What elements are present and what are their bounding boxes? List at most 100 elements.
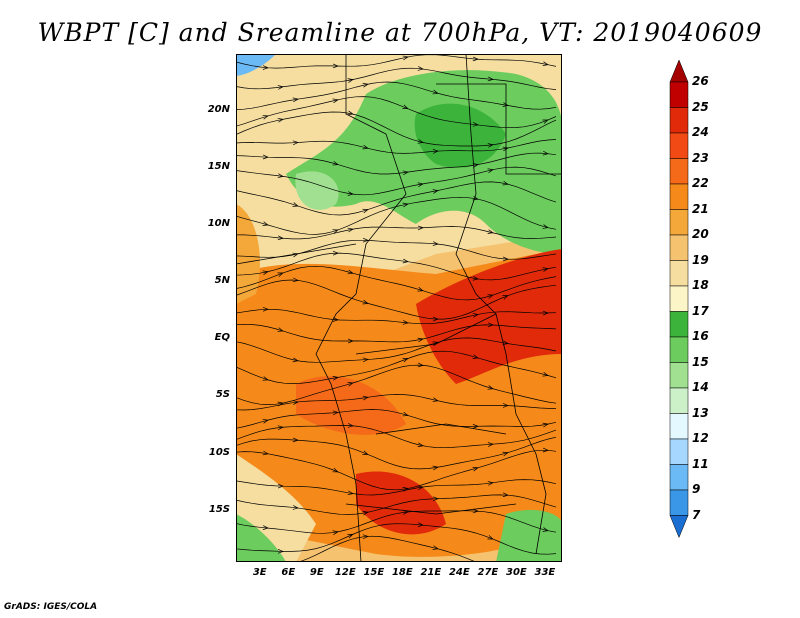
- streamline-arrow: [362, 357, 369, 363]
- colorbar-label: 9: [692, 482, 701, 496]
- streamline-arrow: [262, 450, 269, 456]
- streamline-arrow: [277, 235, 284, 241]
- streamline-arrow: [502, 180, 509, 186]
- streamline-arrow: [362, 395, 369, 401]
- streamline-arrow: [502, 295, 509, 300]
- field-red: [416, 249, 562, 384]
- streamline-arrow: [362, 237, 369, 243]
- streamline-arrow: [347, 533, 354, 539]
- streamline: [236, 181, 557, 216]
- streamline: [236, 226, 557, 240]
- streamline-arrow: [347, 423, 354, 428]
- streamline-arrow: [487, 481, 494, 486]
- latitude-label: EQ: [214, 332, 230, 344]
- colorbar-label: 26: [692, 74, 709, 88]
- colorbar-swatch: [669, 107, 689, 134]
- streamline-arrow: [347, 490, 354, 496]
- streamline-arrow: [472, 354, 479, 359]
- streamline-arrow: [332, 250, 339, 256]
- streamline-arrow: [262, 525, 269, 530]
- streamline-arrow: [472, 275, 479, 281]
- colorbar-swatch: [669, 362, 689, 389]
- longitude-label: 15E: [363, 567, 385, 578]
- streamline-arrow: [487, 385, 494, 390]
- streamline-arrow: [432, 496, 439, 502]
- streamline-arrow: [417, 522, 424, 528]
- colorbar-label: 11: [692, 456, 709, 471]
- colorbar-label: 15: [692, 354, 709, 369]
- latitude-label: 10N: [207, 218, 230, 230]
- streamline: [236, 425, 557, 449]
- streamline-arrow: [417, 287, 424, 292]
- streamline-arrow: [472, 56, 479, 62]
- latitude-label: 20N: [207, 104, 230, 116]
- streamline: [297, 535, 477, 562]
- country-borders: [236, 54, 562, 562]
- streamline: [236, 323, 557, 343]
- streamline-arrow: [542, 422, 549, 428]
- streamline-arrow: [277, 117, 284, 123]
- colorbar-swatch: [669, 311, 689, 338]
- latitude-label: 15S: [208, 503, 230, 515]
- streamline: [236, 510, 557, 534]
- streamline-arrow: [402, 104, 409, 110]
- streamline-arrow: [432, 316, 439, 322]
- streamline: [236, 81, 557, 110]
- streamline-arrow: [472, 424, 479, 429]
- streamline-arrow: [472, 466, 479, 472]
- streamline-arrow: [292, 437, 299, 443]
- colorbar-swatch: [669, 183, 689, 210]
- streamline-arrow: [502, 340, 509, 346]
- colorbar-swatch: [669, 234, 689, 261]
- streamline-arrow: [502, 403, 509, 408]
- streamline-arrow: [487, 76, 494, 82]
- streamline: [236, 308, 557, 325]
- streamline-arrow: [542, 447, 549, 453]
- streamline-arrow: [402, 202, 409, 208]
- streamline: [236, 279, 557, 320]
- streamline-arrow: [262, 376, 269, 381]
- colorbar-label: 24: [692, 125, 709, 139]
- colorbar-label: 18: [692, 278, 709, 292]
- streamline-arrow: [502, 256, 509, 262]
- colorbar-swatch: [669, 489, 689, 516]
- streamline-arrow: [262, 154, 269, 160]
- streamline-arrow: [542, 119, 549, 124]
- streamline-arrow: [277, 425, 284, 430]
- colorbar-swatch: [669, 60, 689, 83]
- streamline-arrow: [402, 258, 409, 264]
- latitude-label: 15N: [207, 161, 230, 173]
- streamline-arrow: [542, 61, 549, 66]
- streamline-arrow: [472, 313, 479, 318]
- streamline-arrow: [432, 241, 439, 246]
- streamline: [236, 449, 557, 491]
- colorbar-label: 13: [692, 405, 709, 420]
- streamline-arrow: [277, 327, 284, 332]
- streamline-arrow: [417, 362, 424, 368]
- streamline-arrow: [472, 122, 479, 127]
- streamline-arrow: [292, 505, 299, 510]
- colorbar-label: 17: [692, 303, 709, 318]
- streamline-arrow: [332, 375, 339, 381]
- map-area: [236, 54, 562, 562]
- streamline: [236, 364, 557, 405]
- streamline-arrow: [432, 341, 439, 346]
- streamline-arrow: [362, 450, 369, 455]
- streamline-arrow: [402, 320, 409, 325]
- colorbar-label: 7: [692, 507, 701, 522]
- streamline: [236, 523, 557, 555]
- streamline-arrow: [362, 82, 369, 88]
- streamline: [236, 139, 557, 154]
- streamline-arrow: [347, 382, 354, 387]
- streamline: [236, 111, 557, 147]
- streamline: [236, 67, 557, 90]
- streamline-arrow: [347, 338, 354, 344]
- longitude-label: 12E: [334, 567, 356, 578]
- streamline-arrow: [262, 270, 269, 275]
- latitude-label: 10S: [208, 446, 230, 458]
- field-blue-corner: [236, 54, 276, 76]
- longitude-label: 3E: [252, 567, 267, 578]
- longitude-label: 18E: [391, 567, 413, 578]
- streamline-arrow: [347, 110, 354, 116]
- streamline-arrow: [472, 163, 479, 168]
